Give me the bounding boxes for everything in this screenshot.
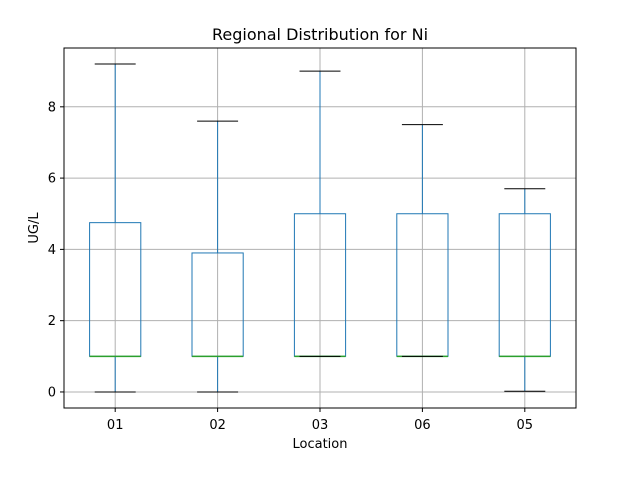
y-axis-label: UG/L: [27, 212, 42, 244]
box-05: [498, 188, 551, 392]
y-tick-label: 2: [48, 314, 56, 329]
x-tick-label: 06: [414, 418, 431, 433]
y-tick-label: 4: [48, 243, 56, 258]
y-tick-label: 8: [48, 100, 56, 115]
y-tick-label: 0: [48, 385, 56, 400]
box-02: [191, 120, 244, 393]
x-tick-label: 05: [517, 418, 534, 433]
x-tick-label: 02: [209, 418, 226, 433]
box-06: [396, 124, 449, 358]
x-tick-label: 03: [312, 418, 329, 433]
box-series: [89, 63, 551, 393]
box-01: [89, 63, 142, 393]
box-03: [293, 70, 347, 358]
x-tick-label: 01: [107, 418, 124, 433]
chart-title: Regional Distribution for Ni: [212, 25, 428, 44]
x-axis-label: Location: [293, 437, 348, 452]
y-tick-label: 6: [48, 172, 56, 187]
